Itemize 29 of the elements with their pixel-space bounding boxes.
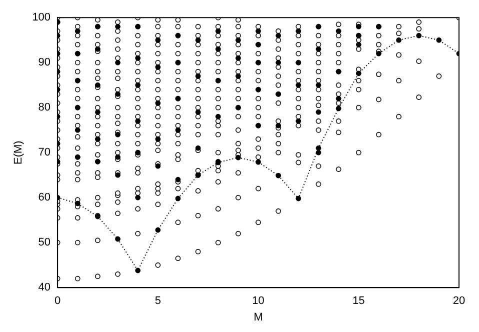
point: [135, 268, 141, 274]
point: [436, 37, 442, 43]
x-tick-label: 20: [452, 295, 466, 308]
point: [276, 172, 282, 178]
x-axis-title: M: [254, 311, 263, 324]
y-tick-label: 70: [38, 146, 51, 159]
point: [396, 37, 402, 43]
y-tick-label: 40: [38, 282, 51, 294]
y-tick-label: 60: [38, 192, 51, 204]
x-tick-label: 10: [252, 295, 264, 308]
point: [296, 196, 302, 202]
point: [74, 200, 80, 206]
point: [336, 106, 342, 112]
point: [416, 32, 422, 38]
point: [236, 154, 241, 160]
point: [115, 236, 120, 242]
y-axis-title: E(M): [12, 140, 25, 165]
y-tick-label: 90: [38, 56, 51, 69]
point: [356, 70, 362, 76]
y-tick-label: 50: [38, 236, 51, 249]
x-tick-label: 5: [154, 295, 161, 308]
point: [155, 227, 161, 233]
y-tick-label: 80: [38, 102, 51, 114]
x-tick-label: 15: [352, 295, 365, 308]
point: [175, 196, 181, 202]
point: [316, 145, 322, 151]
x-tick-label: 0: [54, 295, 61, 308]
point: [256, 159, 261, 165]
y-tick-label: 100: [32, 12, 51, 24]
